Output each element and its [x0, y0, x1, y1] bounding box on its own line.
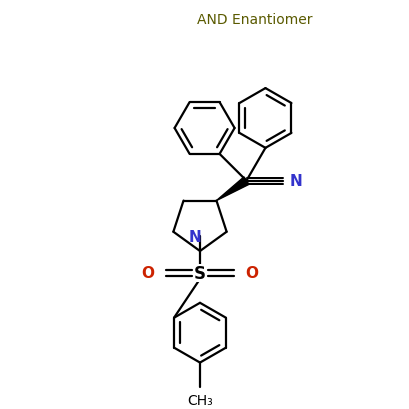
Text: O: O	[245, 266, 258, 281]
Text: O: O	[142, 266, 155, 281]
Text: N: N	[189, 229, 201, 244]
Text: CH₃: CH₃	[187, 393, 213, 407]
Text: S: S	[194, 264, 206, 282]
Polygon shape	[216, 178, 249, 201]
Text: AND Enantiomer: AND Enantiomer	[197, 13, 313, 27]
Text: N: N	[290, 174, 303, 189]
